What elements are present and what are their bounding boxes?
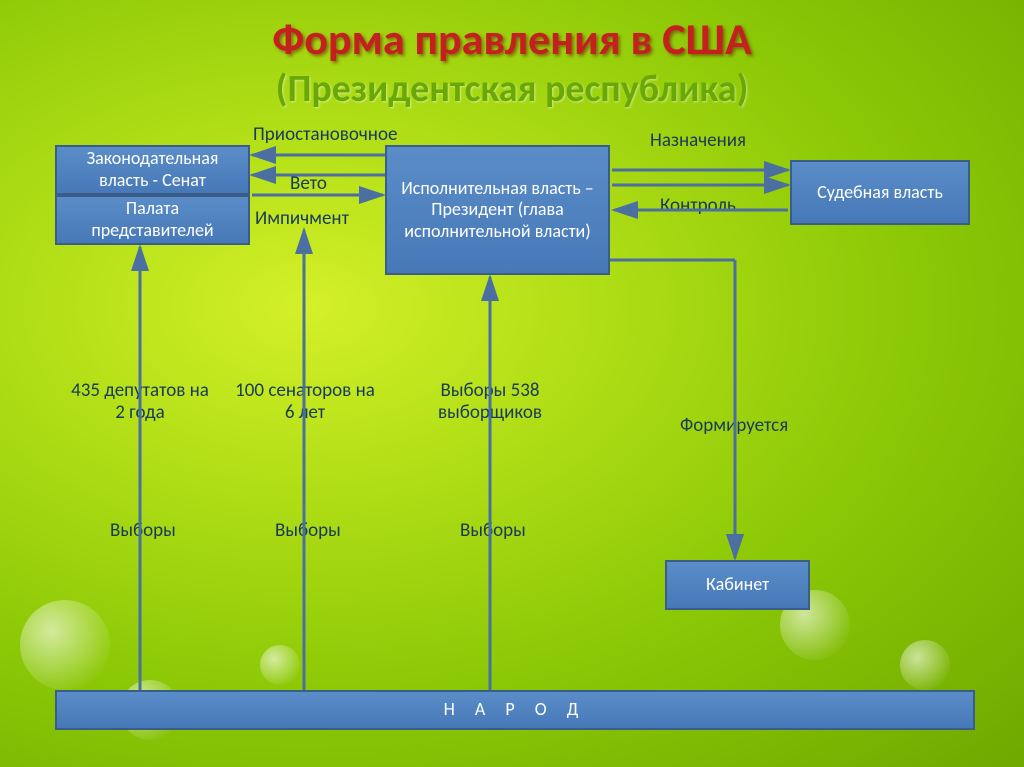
page-title: Форма правления в США bbox=[0, 12, 1024, 66]
label-senators: 100 сенаторов на 6 лет bbox=[235, 380, 375, 424]
bubble-deco bbox=[260, 645, 300, 685]
bubble-deco bbox=[20, 600, 110, 690]
box-house: Палата представителей bbox=[55, 195, 250, 245]
box-senate: Законодательная власть - Сенат bbox=[55, 145, 250, 195]
box-judiciary: Судебная власть bbox=[790, 160, 970, 225]
label-elect1: Выборы bbox=[110, 520, 176, 542]
label-impeach: Импичмент bbox=[255, 208, 349, 230]
label-deputies: 435 депутатов на 2 года bbox=[70, 380, 210, 424]
label-elect3: Выборы bbox=[460, 520, 526, 542]
label-elect2: Выборы bbox=[275, 520, 341, 542]
box-cabinet: Кабинет bbox=[665, 560, 810, 610]
bubble-deco bbox=[900, 640, 950, 690]
label-suspensive: Приостановочное bbox=[253, 124, 383, 146]
label-veto: Вето bbox=[290, 173, 327, 195]
label-control: Контроль bbox=[660, 195, 736, 217]
box-president: Исполнительная власть – Президент (глава… bbox=[385, 145, 610, 275]
label-appoint: Назначения bbox=[650, 130, 746, 152]
label-electors: Выборы 538 выборщиков bbox=[420, 380, 560, 424]
label-formed: Формируется bbox=[680, 415, 788, 437]
box-people: Н А Р О Д bbox=[55, 690, 975, 730]
page-subtitle: (Президентская республика) bbox=[0, 66, 1024, 112]
